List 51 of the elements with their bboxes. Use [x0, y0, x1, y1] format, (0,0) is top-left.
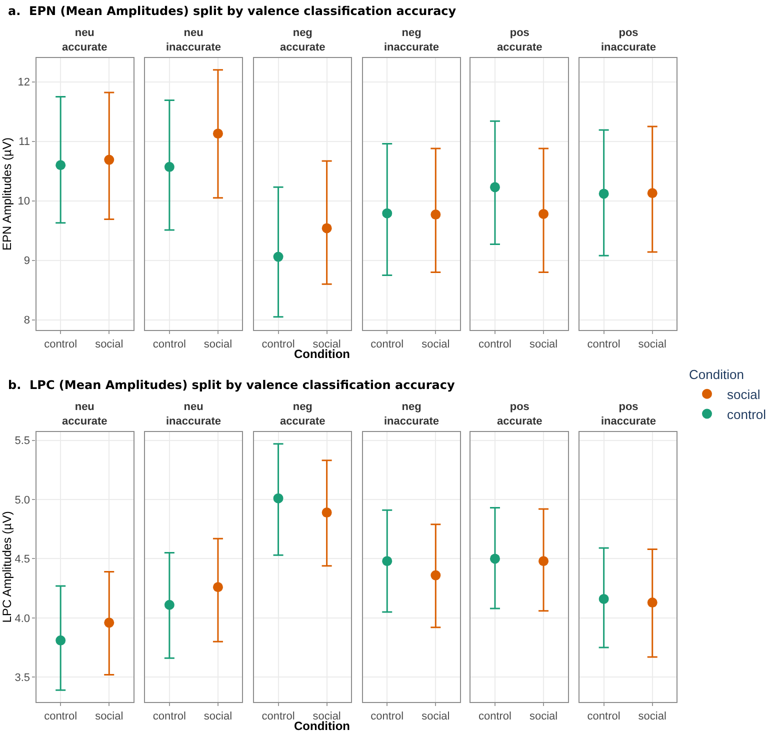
x-tick-label: control: [587, 710, 620, 722]
x-tick-label: control: [478, 710, 512, 722]
x-tick-label: social: [529, 338, 558, 350]
legend-label: social: [727, 386, 760, 402]
x-tick-label: social: [95, 338, 124, 350]
y-tick-label: 4.0: [14, 612, 30, 625]
x-tick-label: control: [44, 710, 78, 722]
legend-title: Condition: [689, 366, 744, 382]
chart-title: neu accurate: [62, 401, 108, 428]
x-tick-label: control: [262, 710, 295, 722]
y-tick-label: 9: [24, 255, 30, 268]
y-tick-label: 3.5: [14, 672, 30, 684]
chart-title: pos accurate: [497, 401, 542, 428]
y-tick-label: 12: [18, 76, 30, 89]
x-tick-label: social: [638, 338, 666, 350]
chart-title: neu inaccurate: [166, 27, 222, 54]
y-tick-label: 5.5: [14, 435, 30, 448]
x-tick-label: control: [478, 338, 512, 350]
x-tick-label: control: [152, 710, 186, 722]
x-tick-label: social: [204, 338, 232, 350]
x-tick-label: control: [370, 338, 404, 350]
x-tick-label: social: [422, 710, 450, 722]
legend-label: control: [727, 406, 766, 422]
x-tick-label: control: [152, 338, 186, 350]
chart-title: pos inaccurate: [601, 401, 656, 428]
text: b. LPC (Mean Amplitudes) split by valence classification accuracy: [8, 378, 455, 392]
chart-title: neu accurate: [62, 27, 108, 54]
chart-title: neg inaccurate: [384, 27, 440, 54]
y-tick-label: 8: [24, 314, 30, 327]
x-tick-label: control: [370, 710, 404, 722]
x-tick-label: control: [587, 338, 620, 350]
y-axis-title: EPN Amplitudes (µV): [0, 138, 14, 250]
x-tick-label: social: [204, 710, 232, 722]
text: a. EPN (Mean Amplitudes) split by valence classification accuracy: [8, 4, 456, 18]
chart-title: pos accurate: [497, 27, 542, 54]
x-tick-label: control: [44, 338, 78, 350]
chart-title: neg inaccurate: [384, 401, 440, 428]
chart-title: neg accurate: [280, 401, 326, 428]
x-tick-label: social: [95, 710, 124, 722]
x-tick-label: social: [529, 710, 558, 722]
y-tick-label: 4.5: [14, 554, 30, 566]
chart-title: neg accurate: [280, 27, 326, 54]
chart-title: neu inaccurate: [166, 401, 222, 428]
y-tick-label: 11: [18, 136, 30, 148]
y-axis-title: LPC Amplitudes (µV): [0, 511, 14, 623]
y-tick-label: 10: [18, 196, 30, 208]
x-tick-label: social: [638, 710, 666, 722]
x-tick-label: control: [262, 338, 295, 350]
x-tick-label: social: [422, 338, 450, 350]
y-tick-label: 5.0: [14, 494, 30, 506]
chart-title: pos inaccurate: [601, 27, 656, 54]
